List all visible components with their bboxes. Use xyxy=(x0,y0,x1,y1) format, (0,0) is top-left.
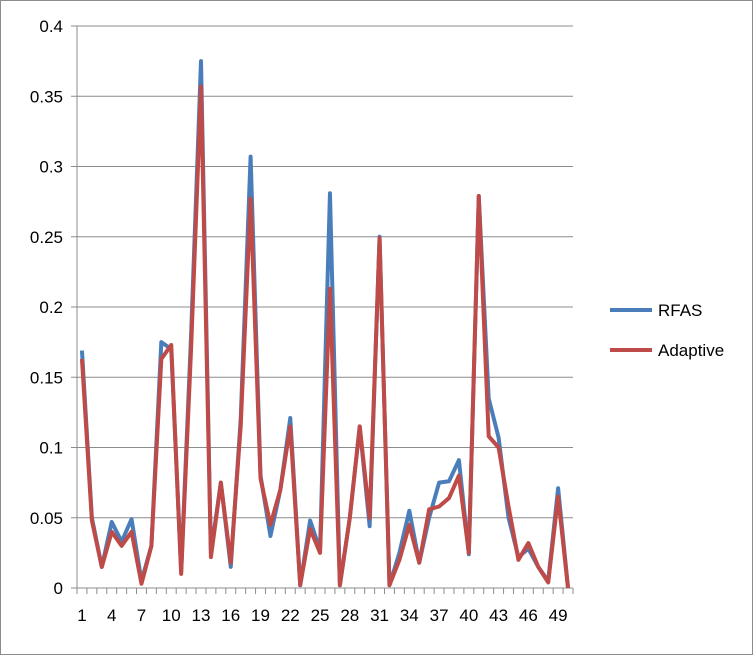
x-tick-label: 37 xyxy=(430,606,449,625)
y-tick-label: 0.2 xyxy=(39,298,63,317)
x-tick-label: 13 xyxy=(192,606,211,625)
y-tick-label: 0.25 xyxy=(30,228,63,247)
x-tick-label: 19 xyxy=(251,606,270,625)
y-tick-label: 0.3 xyxy=(39,158,63,177)
legend: RFAS Adaptive xyxy=(610,301,724,360)
x-tick-label: 16 xyxy=(221,606,240,625)
y-tick-label: 0 xyxy=(54,579,63,598)
x-tick-label: 1 xyxy=(77,606,86,625)
y-tick-label: 0.15 xyxy=(30,368,63,387)
x-tick-label: 25 xyxy=(311,606,330,625)
x-tick-label: 4 xyxy=(107,606,116,625)
x-tick-label: 49 xyxy=(549,606,568,625)
legend-label-adaptive: Adaptive xyxy=(658,341,724,360)
x-tick-label: 10 xyxy=(162,606,181,625)
series-lines xyxy=(79,59,571,589)
y-tick-label: 0.05 xyxy=(30,509,63,528)
x-tick-label: 31 xyxy=(370,606,389,625)
series-line-adaptive xyxy=(79,84,571,589)
y-tick-label: 0.4 xyxy=(39,17,63,36)
x-tick-label: 22 xyxy=(281,606,300,625)
y-tick-labels: 0 0.05 0.1 0.15 0.2 0.25 0.3 0.35 0.4 xyxy=(30,17,63,598)
x-tick-label: 34 xyxy=(400,606,419,625)
x-tick-label: 40 xyxy=(459,606,478,625)
x-tick-label: 46 xyxy=(519,606,538,625)
y-tick-label: 0.35 xyxy=(30,87,63,106)
y-tick-label: 0.1 xyxy=(39,439,63,458)
x-tick-label: 28 xyxy=(340,606,359,625)
axes xyxy=(71,25,574,594)
x-tick-label: 7 xyxy=(137,606,146,625)
legend-label-rfas: RFAS xyxy=(658,301,702,320)
x-tick-label: 43 xyxy=(489,606,508,625)
x-tick-labels: 1 4 7 10 13 16 19 22 25 28 31 34 37 40 43 46 49 xyxy=(77,606,567,625)
